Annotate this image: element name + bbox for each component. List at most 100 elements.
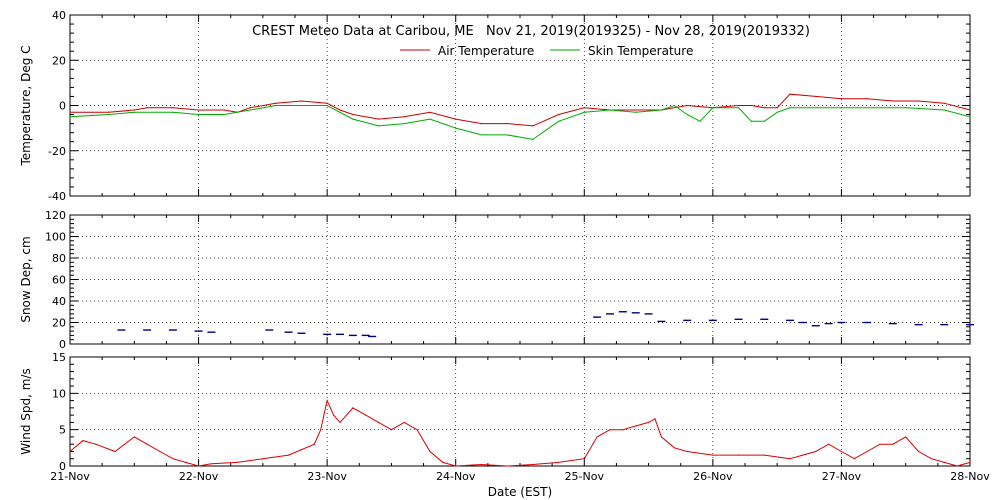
data-point <box>969 461 971 463</box>
data-point <box>892 100 894 102</box>
data-point <box>853 458 855 460</box>
data-point <box>223 113 225 116</box>
data-point <box>69 450 71 453</box>
data-point <box>699 120 701 122</box>
series-line <box>69 104 971 140</box>
x-tick-label: 28-Nov <box>950 470 990 483</box>
data-point <box>609 429 611 431</box>
x-tick-label: 22-Nov <box>179 470 219 483</box>
data-point <box>737 454 740 456</box>
data-point <box>146 107 148 109</box>
data-point <box>185 461 187 463</box>
data-point <box>557 120 560 122</box>
data-point <box>532 463 534 466</box>
data-point <box>892 443 894 445</box>
data-point <box>506 134 508 136</box>
data-point <box>956 465 958 467</box>
data-point <box>172 111 174 113</box>
y-tick-label: 120 <box>45 209 66 222</box>
y-tick-label: 20 <box>52 317 66 330</box>
data-point <box>905 107 907 109</box>
data-point <box>943 461 945 463</box>
data-point <box>210 463 213 465</box>
data-point <box>365 414 367 416</box>
data-point <box>557 461 560 463</box>
data-point <box>326 104 328 107</box>
data-point <box>879 443 881 445</box>
data-point <box>506 123 508 125</box>
data-point <box>172 107 174 109</box>
data-point <box>326 400 328 402</box>
data-point <box>197 109 200 111</box>
y-tick-label: 80 <box>52 252 66 265</box>
data-point <box>673 104 675 107</box>
data-point <box>969 116 971 118</box>
y-axis-label: Wind Spd, m/s <box>19 368 33 454</box>
data-point <box>262 458 264 460</box>
data-point <box>815 450 817 453</box>
y-tick-label: 40 <box>52 9 66 22</box>
panels: -40 -20 0 20 40 Temperature, Deg C 0 20 40 60 80 10… <box>19 9 990 483</box>
data-point <box>673 447 675 449</box>
x-axis-label: Date (EST) <box>488 485 552 499</box>
y-tick-label: 15 <box>52 351 66 364</box>
panel-2: 0 5 10 15 Wind Spd, m/s <box>19 351 971 473</box>
data-point <box>930 458 933 460</box>
data-point <box>377 421 380 423</box>
data-point <box>300 100 303 102</box>
data-point <box>455 127 457 129</box>
data-point <box>654 418 656 420</box>
data-point <box>911 443 913 445</box>
data-point <box>236 111 238 113</box>
y-tick-label: 0 <box>59 460 66 473</box>
data-point <box>583 107 585 109</box>
x-tick-label: 24-Nov <box>436 470 476 483</box>
data-point <box>917 450 920 453</box>
data-point <box>712 107 714 109</box>
data-point <box>750 104 753 107</box>
data-point <box>326 102 328 104</box>
data-point <box>339 111 341 113</box>
data-point <box>635 425 637 427</box>
data-point <box>866 450 868 453</box>
data-point <box>583 111 585 113</box>
data-point <box>635 111 637 113</box>
data-point <box>905 436 907 438</box>
data-point <box>455 118 457 120</box>
data-point <box>776 111 778 113</box>
series-0-0 <box>69 93 971 127</box>
data-point <box>339 109 341 111</box>
data-point <box>339 421 341 423</box>
data-point <box>69 116 71 118</box>
series-1-0 <box>117 311 974 338</box>
y-axis-label: Temperature, Deg C <box>19 45 33 166</box>
data-point <box>712 454 714 456</box>
data-point <box>840 98 843 100</box>
data-point <box>377 125 380 127</box>
legend: Air Temperature Skin Temperature <box>400 44 693 58</box>
data-point <box>352 118 354 120</box>
data-point <box>223 109 225 111</box>
data-point <box>943 109 945 111</box>
data-point <box>172 458 174 460</box>
data-point <box>300 104 303 107</box>
data-point <box>532 125 534 127</box>
data-point <box>660 436 663 438</box>
data-point <box>827 443 830 445</box>
data-point <box>789 458 791 460</box>
x-tick-label: 27-Nov <box>822 470 862 483</box>
data-point <box>390 429 393 431</box>
data-point <box>969 109 971 111</box>
data-point <box>249 107 251 109</box>
data-point <box>750 120 753 122</box>
data-point <box>133 111 135 113</box>
data-point <box>647 421 650 423</box>
data-point <box>480 134 483 136</box>
data-point <box>197 113 200 116</box>
y-tick-label: -40 <box>48 190 66 203</box>
data-point <box>107 111 110 113</box>
y-tick-label: 0 <box>59 100 66 113</box>
data-point <box>725 107 727 109</box>
x-tick-label: 25-Nov <box>565 470 605 483</box>
